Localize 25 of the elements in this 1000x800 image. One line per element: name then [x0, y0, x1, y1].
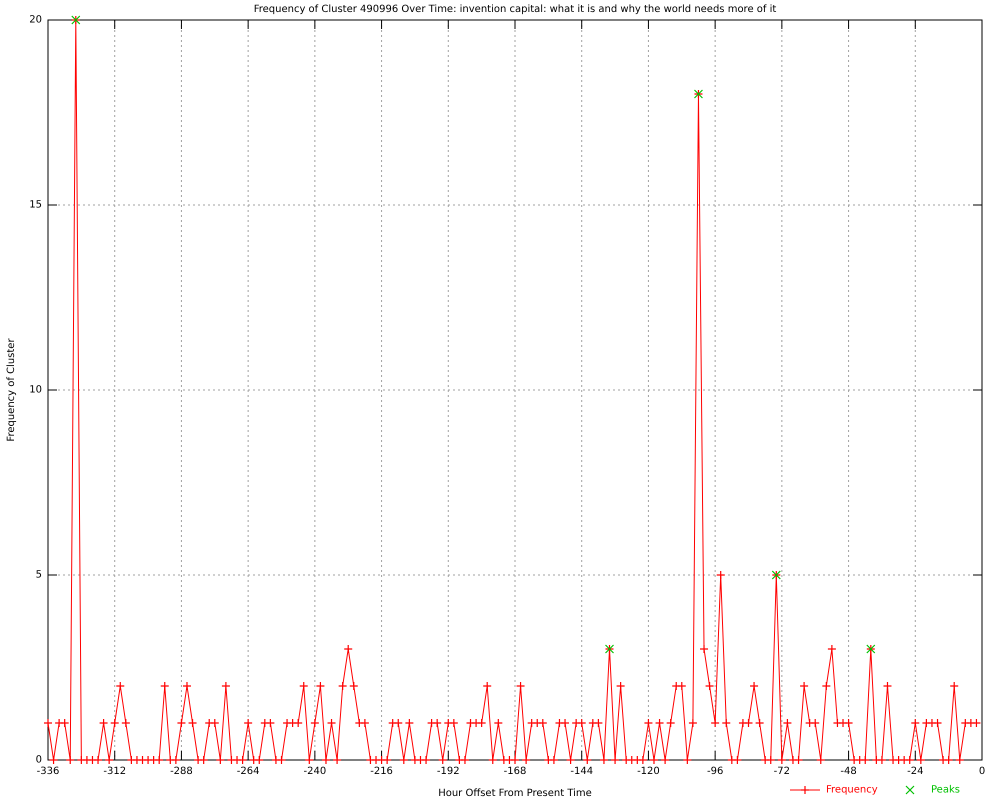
x-axis-title: Hour Offset From Present Time	[438, 788, 592, 799]
y-tick-label: 0	[36, 754, 42, 766]
y-tick-label: 5	[36, 570, 42, 581]
x-tick-label: -120	[637, 766, 660, 777]
y-tick-label: 15	[29, 200, 42, 211]
x-tick-label: -48	[840, 766, 857, 777]
x-tick-label: -288	[170, 766, 193, 777]
x-tick-label: -264	[236, 766, 260, 777]
x-tick-label: -312	[103, 766, 126, 777]
x-tick-label: -72	[774, 766, 790, 777]
y-axis-title: Frequency of Cluster	[6, 338, 17, 442]
y-tick-label: 10	[29, 384, 42, 396]
x-tick-label: -96	[706, 766, 724, 777]
legend-label: Frequency	[826, 784, 878, 796]
y-tick-label: 20	[29, 14, 42, 26]
x-tick-label: -144	[570, 766, 594, 777]
x-tick-label: -336	[36, 766, 60, 777]
x-tick-label: 0	[978, 766, 986, 777]
x-tick-label: -216	[370, 766, 393, 777]
x-tick-label: -24	[907, 766, 924, 777]
x-tick-label: -192	[436, 766, 460, 777]
x-tick-label: -240	[304, 766, 326, 777]
legend-label: Peaks	[931, 784, 960, 796]
x-tick-label: -168	[504, 766, 526, 777]
chart-title: Frequency of Cluster 490996 Over Time: invention capital: what it is and why the world needs more of it	[254, 4, 776, 15]
